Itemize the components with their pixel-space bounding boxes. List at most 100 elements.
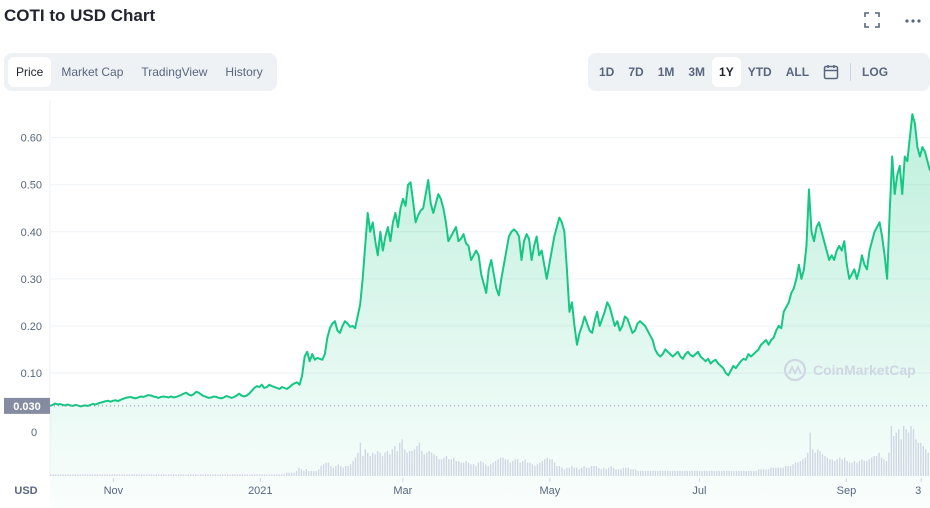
volume-bar xyxy=(548,459,551,476)
volume-bar xyxy=(558,466,561,476)
volume-bar xyxy=(148,474,150,476)
volume-bar xyxy=(826,457,829,476)
volume-bar xyxy=(465,461,467,476)
volume-bar xyxy=(212,474,214,476)
range-divider xyxy=(850,63,852,81)
volume-bar xyxy=(767,469,770,476)
volume-bar xyxy=(126,474,128,476)
volume-bar xyxy=(448,459,450,476)
range-3m[interactable]: 3M xyxy=(688,65,706,79)
calendar-icon-glyph xyxy=(823,65,839,80)
volume-bar xyxy=(320,466,322,476)
volume-bar xyxy=(408,451,411,476)
range-all[interactable]: ALL xyxy=(785,65,810,79)
tab-history[interactable]: History xyxy=(225,65,263,79)
volume-bar xyxy=(364,449,366,476)
volume-bar xyxy=(281,474,283,476)
price-chart[interactable]: 0.10 0.20 0.30 0.40 0.50 0.60 Nov 2021 Mar May Ju… xyxy=(0,100,930,508)
volume-bar xyxy=(871,457,873,476)
log-scale-toggle[interactable]: LOG xyxy=(862,65,889,79)
volume-bar xyxy=(787,466,789,476)
volume-bar xyxy=(411,451,413,476)
volume-bar xyxy=(396,451,398,476)
volume-bar xyxy=(627,467,630,476)
volume-bar xyxy=(477,462,480,476)
volume-bar xyxy=(669,471,671,476)
volume-bar xyxy=(610,466,612,476)
volume-bar xyxy=(217,474,219,476)
volume-zero-label: 0 xyxy=(31,427,37,439)
calendar-icon[interactable] xyxy=(816,57,846,87)
volume-bar xyxy=(485,464,487,476)
volume-bar xyxy=(861,459,863,476)
volume-bar xyxy=(123,474,126,476)
range-1y[interactable]: 1Y xyxy=(712,57,741,87)
volume-bar xyxy=(118,474,121,476)
tab-price[interactable]: Price xyxy=(8,57,52,87)
volume-bar xyxy=(802,459,804,476)
y-tick-label: 0.60 xyxy=(21,133,42,145)
view-tabs: Price Market Cap TradingView History xyxy=(4,53,277,91)
range-1d[interactable]: 1D xyxy=(599,65,615,79)
x-tick-label: Nov xyxy=(104,485,124,497)
volume-bar xyxy=(580,467,583,476)
volume-bar xyxy=(895,432,897,476)
volume-bar xyxy=(433,454,435,476)
volume-bar xyxy=(241,474,244,476)
tab-tradingview[interactable]: TradingView xyxy=(141,65,208,79)
volume-bar xyxy=(824,456,826,476)
volume-bar xyxy=(553,462,556,476)
more-options-icon[interactable] xyxy=(902,12,924,32)
range-ytd[interactable]: YTD xyxy=(747,65,772,79)
volume-bar xyxy=(214,474,217,476)
volume-bar xyxy=(143,474,145,476)
volume-bar xyxy=(799,461,802,476)
volume-bar xyxy=(738,471,740,476)
volume-bar xyxy=(327,462,330,476)
volume-bar xyxy=(401,439,403,476)
volume-bar xyxy=(204,474,207,476)
volume-bar xyxy=(315,471,317,476)
volume-bar xyxy=(354,457,357,476)
volume-bar xyxy=(770,467,772,476)
volume-bar xyxy=(305,469,307,476)
volume-bar xyxy=(440,459,443,476)
volume-bar xyxy=(620,469,622,476)
volume-bar xyxy=(261,474,263,476)
volume-bar xyxy=(706,471,708,476)
volume-bar xyxy=(490,464,492,476)
volume-bar xyxy=(590,466,593,476)
volume-bar xyxy=(229,474,231,476)
volume-bar xyxy=(96,474,99,476)
x-axis-currency-label: USD xyxy=(14,485,37,497)
volume-bar xyxy=(573,467,575,476)
volume-bar xyxy=(187,474,190,476)
volume-bar xyxy=(603,467,605,476)
x-tick-label: Sep xyxy=(837,485,857,497)
volume-bar xyxy=(841,459,843,476)
volume-bar xyxy=(890,426,893,476)
volume-bar xyxy=(435,456,438,476)
current-price-marker: 0.030 xyxy=(4,397,930,414)
volume-bar xyxy=(556,466,558,476)
volume-bar xyxy=(635,469,637,476)
volume-bar xyxy=(426,452,428,476)
volume-bar xyxy=(298,467,300,476)
range-1m[interactable]: 1M xyxy=(657,65,675,79)
volume-bar xyxy=(713,471,716,476)
fullscreen-icon[interactable] xyxy=(861,12,883,32)
volume-bar xyxy=(905,429,907,476)
volume-bar xyxy=(406,452,408,476)
volume-bar xyxy=(246,474,248,476)
volume-bar xyxy=(431,452,433,476)
volume-bar xyxy=(856,462,858,476)
volume-bar xyxy=(86,474,89,476)
volume-bar xyxy=(907,432,910,476)
volume-bar xyxy=(325,462,327,476)
volume-bar xyxy=(369,456,371,476)
tab-market-cap[interactable]: Market Cap xyxy=(61,65,124,79)
volume-bar xyxy=(878,452,880,476)
volume-bar xyxy=(283,474,285,476)
range-7d[interactable]: 7D xyxy=(628,65,644,79)
volume-bar xyxy=(290,472,293,476)
